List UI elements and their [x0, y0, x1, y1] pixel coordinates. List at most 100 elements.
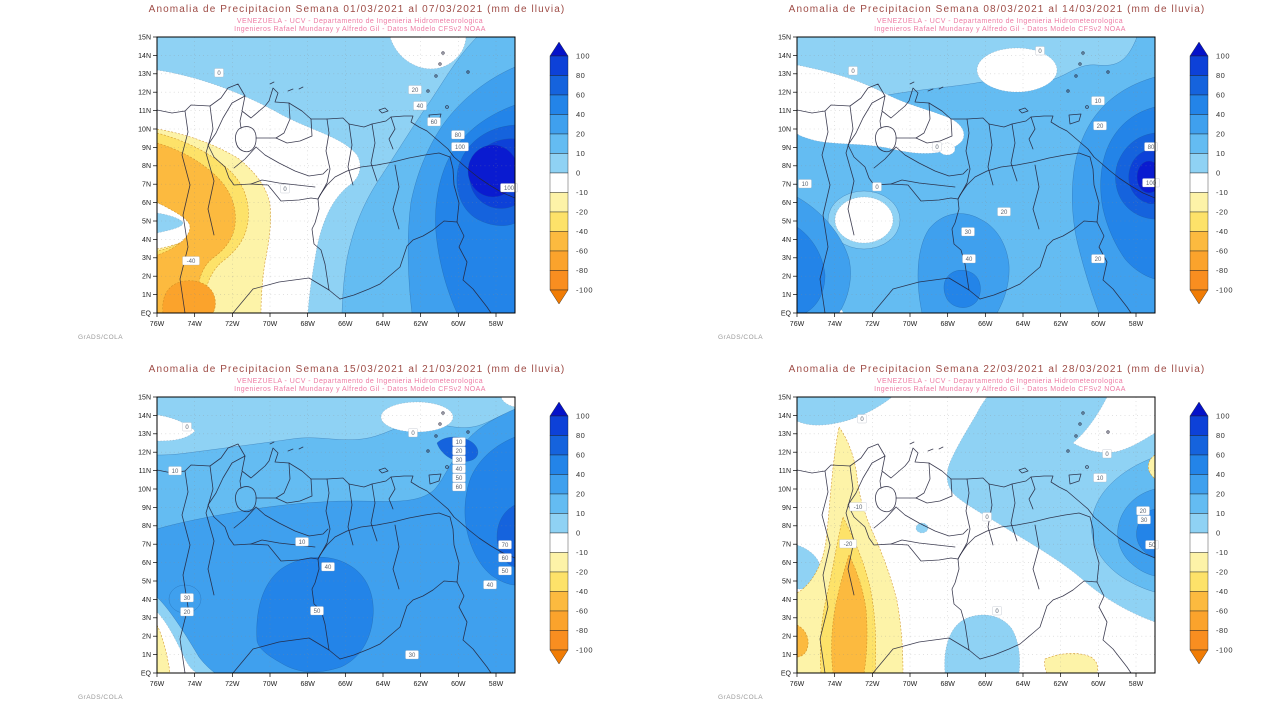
lat-tick-label: 14N [138, 413, 151, 420]
colorbar-level-label: -10 [1216, 188, 1228, 197]
colorbar-segment [1189, 153, 1209, 174]
colorbar-level-label: 80 [1216, 431, 1225, 440]
contour-label: 20 [1140, 509, 1147, 515]
lat-tick-label: 10N [138, 126, 151, 133]
lat-tick-label: EQ [141, 310, 152, 317]
colorbar-segment [549, 231, 569, 252]
lat-tick-label: 8N [782, 523, 791, 530]
lon-tick-label: 76W [150, 681, 165, 688]
lon-tick-label: 60W [1091, 681, 1106, 688]
colorbar-segment [1189, 435, 1209, 456]
contour-label: 50 [456, 476, 463, 482]
contour-label-box [1035, 46, 1045, 56]
colorbar-level-label: 100 [576, 412, 590, 421]
contour-label: 20 [1097, 124, 1104, 130]
lon-tick-label: 72W [225, 321, 240, 328]
contour-labels: 0 0 10 10 20 30 40 50 60 10 40 50 30 70 60 50 40 30 20 [168, 422, 512, 660]
grads-cola-credit: GrADS/COLA [78, 334, 123, 341]
contour-label-box [997, 207, 1011, 217]
grid-dots [797, 397, 1155, 673]
axis-labels: 15N 14N 13N 12N 11N 10N 9N 8N 7N 6N 5N 4N 3N 2N 1N EQ 76… [138, 34, 503, 328]
contour-label: 10 [456, 440, 463, 446]
colorbar-level-label: -60 [576, 247, 588, 256]
contour-label: 20 [412, 88, 419, 94]
colorbar-segment [1189, 75, 1209, 96]
panel-title: Anomalia de Precipitacion Semana 01/03/2… [149, 4, 566, 15]
panel-title: Anomalia de Precipitacion Semana 22/03/2… [789, 364, 1206, 375]
contour-label: 20 [456, 449, 463, 455]
colorbar-arrow-top [1189, 401, 1209, 417]
colorbar-level-label: -80 [576, 626, 588, 635]
colorbar-arrow-bottom [1189, 289, 1209, 305]
contour-label-box [452, 446, 466, 456]
contour-label: 30 [409, 653, 416, 659]
lon-tick-label: 70W [263, 321, 278, 328]
lat-tick-label: 12N [138, 450, 151, 457]
lon-tick-label: 74W [187, 321, 202, 328]
lat-tick-label: 12N [138, 90, 151, 97]
colorbar-level-label: -100 [1216, 646, 1233, 655]
lon-tick-label: 72W [225, 681, 240, 688]
contour-label-box [498, 566, 512, 576]
fill-zero-ne-corner [500, 397, 515, 408]
fill-neg-10-20-east-nub [1147, 454, 1155, 480]
lat-tick-label: 12N [778, 450, 791, 457]
colorbar-level-label: 40 [1216, 470, 1225, 479]
fill-neg-10-20-se [1044, 653, 1099, 673]
lon-tick-label: 62W [413, 321, 428, 328]
axis-labels: 15N 14N 13N 12N 11N 10N 9N 8N 7N 6N 5N 4N 3N 2N 1N EQ 76… [778, 394, 1143, 688]
contour-label-box [451, 130, 465, 140]
contour-label-box [182, 256, 200, 266]
lat-tick-label: 7N [142, 182, 151, 189]
lon-tick-label: 68W [300, 321, 315, 328]
colorbar-segment [549, 133, 569, 154]
map-area: 0 0 -40 20 40 60 80 100 100 15N 14N 13N 12N 11N 10N 9N… [138, 34, 518, 328]
lat-tick-label: 2N [782, 274, 791, 281]
contour-label: 0 [217, 71, 221, 77]
colorbar-segment [1189, 630, 1209, 651]
lat-tick-label: 1N [142, 652, 151, 659]
colorbar-level-label: -80 [1216, 266, 1228, 275]
colorbar-level-label: -80 [1216, 626, 1228, 635]
colorbar-level-label: -20 [576, 208, 588, 217]
contour-label-box [408, 85, 422, 95]
colorbar-level-label: -60 [576, 607, 588, 616]
lon-tick-label: 58W [489, 321, 504, 328]
lat-tick-label: 11N [139, 108, 151, 115]
grads-cola-credit: GrADS/COLA [78, 694, 123, 701]
panel-subtitle-1: VENEZUELA - UCV - Departamento de Ingeni… [877, 378, 1123, 385]
contour-label-box [1144, 142, 1158, 152]
fill-neg-40-60 [157, 142, 236, 313]
map-panel-week4: Anomalia de Precipitacion Semana 22/03/2… [718, 364, 1233, 701]
colorbar-level-label: 0 [576, 169, 581, 178]
contour-label-box [932, 142, 942, 152]
panel-subtitle-2: Ingenieros Rafael Mundaray y Alfredo Gil… [874, 26, 1126, 33]
contour-label: 80 [455, 133, 462, 139]
lat-tick-label: 3N [782, 255, 791, 262]
colorbar-segment [549, 552, 569, 573]
colorbar-segment [549, 415, 569, 436]
contour-label: 0 [995, 609, 999, 615]
fill-20-40-south [917, 213, 1010, 313]
lat-tick-label: 14N [138, 53, 151, 60]
colorbar-level-label: 80 [1216, 71, 1225, 80]
colorbar-level-label: -20 [1216, 208, 1228, 217]
colorbar-segment [1189, 211, 1209, 232]
colorbar-level-label: 100 [576, 52, 590, 61]
colorbar-segment [1189, 55, 1209, 76]
colorbar-level-label: 40 [576, 110, 585, 119]
contour-label-box [168, 466, 182, 476]
lon-tick-label: 72W [865, 321, 880, 328]
contour-label-box [1091, 96, 1105, 106]
contour-fills [157, 37, 515, 313]
lat-tick-label: 15N [778, 34, 791, 41]
fill-zero-north-oval [976, 47, 1058, 93]
contour-label-box [413, 101, 427, 111]
contour-label: 10 [1097, 476, 1104, 482]
colorbar-level-label: 20 [576, 490, 585, 499]
panel-subtitle-2: Ingenieros Rafael Mundaray y Alfredo Gil… [234, 386, 486, 393]
lon-tick-label: 70W [903, 321, 918, 328]
lon-tick-label: 68W [940, 321, 955, 328]
colorbar-level-label: 60 [576, 91, 585, 100]
